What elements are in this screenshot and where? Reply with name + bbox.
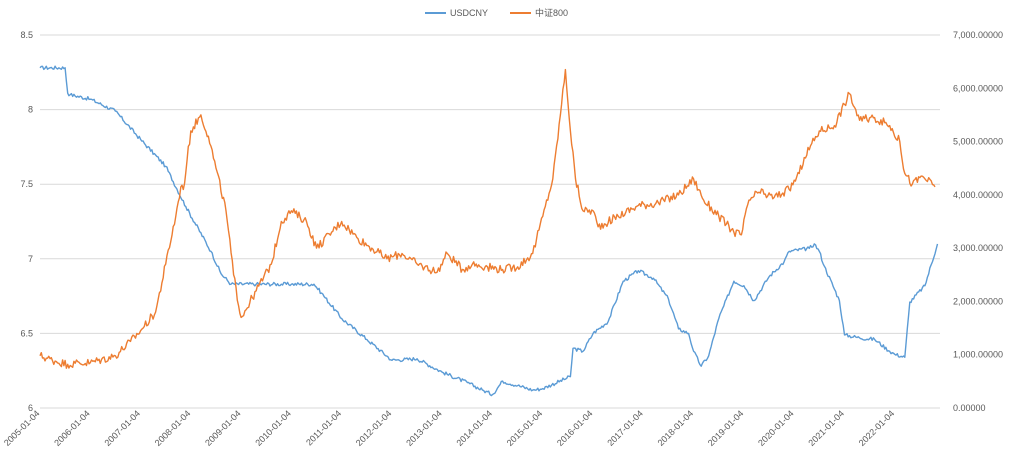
left-tick-label: 7.5 [20, 179, 33, 189]
right-tick-label: 3,000.00000 [953, 243, 1003, 253]
right-tick-label: 0.00000 [953, 403, 986, 413]
left-tick-label: 6.5 [20, 328, 33, 338]
right-tick-label: 1,000.00000 [953, 350, 1003, 360]
left-axis: 8.5 8 7.5 7 6.5 6 [20, 30, 33, 413]
right-tick-label: 6,000.00000 [953, 83, 1003, 93]
series-layer [39, 65, 939, 397]
legend-csi800-label: 中证800 [535, 7, 568, 18]
gridlines [40, 34, 940, 409]
right-tick-label: 4,000.00000 [953, 190, 1003, 200]
right-tick-label: 2,000.00000 [953, 296, 1003, 306]
left-tick-label: 8.5 [20, 30, 33, 40]
left-tick-label: 7 [28, 254, 33, 264]
legend[interactable]: USDCNY 中证800 [425, 7, 568, 18]
left-tick-label: 6 [28, 403, 33, 413]
series-line-csi800 [39, 68, 936, 369]
series-line-usdcny [39, 65, 939, 397]
left-tick-label: 8 [28, 105, 33, 115]
right-tick-label: 5,000.00000 [953, 137, 1003, 147]
legend-usdcny-label: USDCNY [450, 8, 488, 18]
right-tick-label: 7,000.00000 [953, 30, 1003, 40]
right-axis: 7,000.00000 6,000.00000 5,000.00000 4,000.0… [953, 30, 1003, 413]
